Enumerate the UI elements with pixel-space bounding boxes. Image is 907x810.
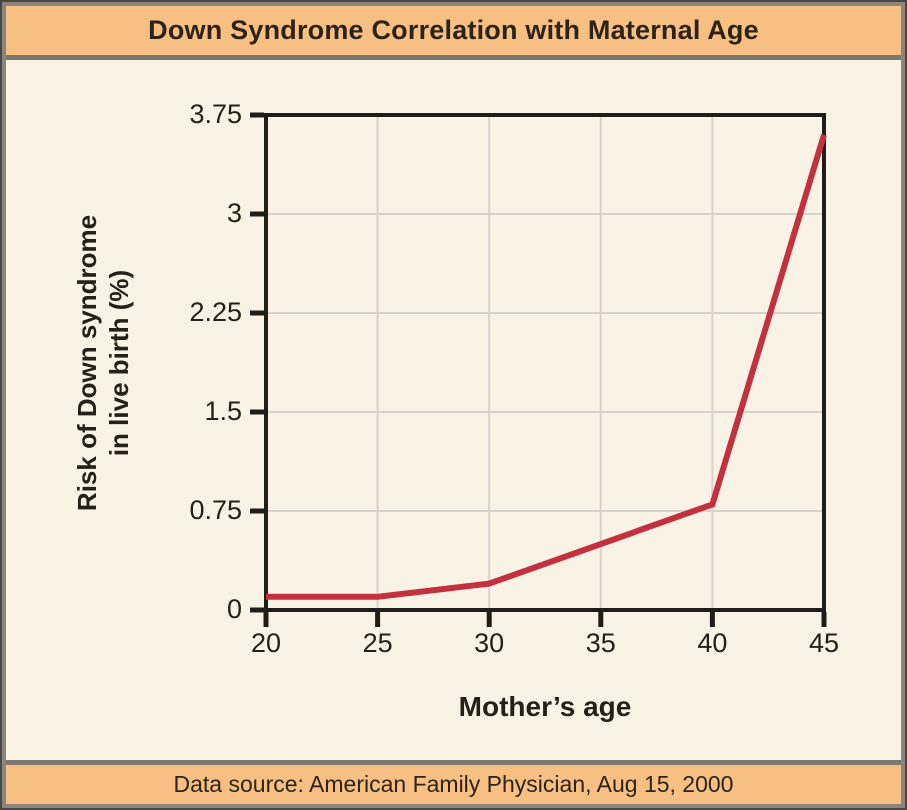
x-tick-label: 20: [250, 628, 282, 658]
title-band: Down Syndrome Correlation with Maternal …: [6, 6, 901, 60]
x-tick-label: 30: [474, 628, 505, 658]
data-source: Data source: American Family Physician, …: [173, 771, 734, 797]
x-axis-label: Mother’s age: [458, 691, 632, 722]
line-chart: [250, 112, 827, 627]
chart-region: Risk of Down syndrome in live birth (%) …: [6, 65, 901, 755]
data-line: [266, 133, 827, 600]
x-tick-label: 40: [697, 628, 728, 658]
x-tick-label: 25: [362, 628, 393, 658]
footer-band: Data source: American Family Physician, …: [6, 760, 901, 804]
y-tick-label: 2.25: [189, 296, 242, 327]
y-tick-label: 0.75: [189, 494, 242, 525]
chart-title: Down Syndrome Correlation with Maternal …: [148, 15, 759, 45]
y-tick-label: 3: [226, 197, 242, 228]
y-tick-label: 3.75: [189, 98, 242, 129]
x-tick-label: 45: [808, 628, 840, 658]
x-tick-label: 35: [585, 628, 616, 658]
y-tick-label: 0: [226, 593, 242, 624]
plot-border: [264, 113, 826, 612]
y-tick-label: 1.5: [204, 395, 242, 426]
